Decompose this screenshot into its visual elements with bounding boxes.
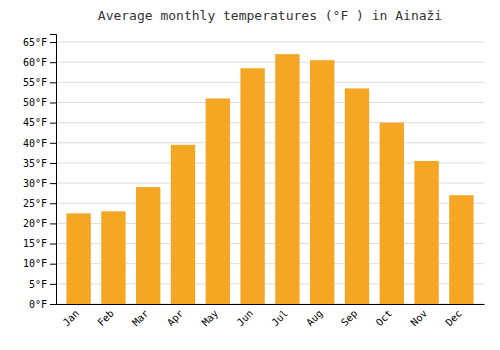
bar <box>206 98 230 304</box>
plot: 0°F 5°F 10°F 15°F 20°F 25°F 30°F 35°F 40°F 45°F 50… <box>23 35 485 329</box>
tick-label: Aug <box>304 308 325 329</box>
tick-label: Sep <box>339 308 360 329</box>
tick: Jun <box>235 308 256 329</box>
tick: Aug <box>304 308 325 329</box>
bar <box>136 187 160 304</box>
bars <box>66 54 473 304</box>
bar <box>345 88 369 304</box>
tick-label: Mar <box>130 308 151 329</box>
tick-label: 60°F <box>23 57 47 68</box>
chart: 0°F 5°F 10°F 15°F 20°F 25°F 30°F 35°F 40°F 45°F 50… <box>0 0 500 350</box>
grid-line <box>56 42 484 43</box>
tick: 30°F <box>23 178 56 189</box>
grid-line <box>56 62 484 63</box>
tick-label: Nov <box>409 308 430 329</box>
tick: 25°F <box>23 198 56 209</box>
axis-line <box>50 35 57 305</box>
tick: Jan <box>61 308 82 329</box>
tick-label: Apr <box>165 308 186 329</box>
bar <box>66 213 90 304</box>
tick-mark <box>50 284 56 285</box>
tick-label: 10°F <box>23 258 47 269</box>
tick: 50°F <box>23 97 56 108</box>
tick: Apr <box>165 308 186 329</box>
tick-mark <box>50 223 56 224</box>
tick-label: Jan <box>61 308 82 329</box>
tick: Feb <box>95 308 116 329</box>
bar <box>310 60 334 304</box>
tick-label: 35°F <box>23 158 47 169</box>
tick-label: Oct <box>374 308 395 329</box>
tick: 65°F <box>23 37 56 48</box>
bar <box>414 161 438 304</box>
tick: Mar <box>130 308 151 329</box>
tick-label: Feb <box>95 308 116 329</box>
tick-mark <box>50 203 56 204</box>
grid-line <box>56 122 484 123</box>
tick-label: 5°F <box>29 279 47 290</box>
tick-mark <box>50 163 56 164</box>
tick: 10°F <box>23 258 56 269</box>
bar <box>171 145 195 304</box>
tick-label: 20°F <box>23 218 47 229</box>
tick-label: 0°F <box>29 299 47 310</box>
tick-mark <box>50 244 56 245</box>
tick: May <box>200 308 221 329</box>
tick-mark <box>50 103 56 104</box>
tick-mark <box>50 183 56 184</box>
bar <box>275 54 299 304</box>
tick-label: 40°F <box>23 138 47 149</box>
tick: 55°F <box>23 77 56 88</box>
tick-label: 45°F <box>23 117 47 128</box>
tick-label: Dec <box>443 308 464 329</box>
tick: 15°F <box>23 238 56 249</box>
tick-label: Jul <box>269 308 290 329</box>
tick: Jul <box>269 308 290 329</box>
tick: Sep <box>339 308 360 329</box>
tick: 0°F <box>29 299 56 310</box>
grid-line <box>56 142 484 143</box>
tick-label: May <box>200 308 221 329</box>
tick-label: 30°F <box>23 178 47 189</box>
tick-label: 15°F <box>23 238 47 249</box>
tick: 60°F <box>23 57 56 68</box>
tick-label: 55°F <box>23 77 47 88</box>
bar <box>101 211 125 304</box>
tick-mark <box>50 82 56 83</box>
tick: 20°F <box>23 218 56 229</box>
title: Average monthly temperatures (°F ) in Ai… <box>98 8 442 23</box>
tick: Oct <box>374 308 395 329</box>
y-axis: 0°F 5°F 10°F 15°F 20°F 25°F 30°F 35°F 40°F 45°F 50… <box>23 35 57 310</box>
tick-mark <box>50 42 56 43</box>
tick: Dec <box>443 308 464 329</box>
axis-line <box>57 304 485 305</box>
tick: 5°F <box>29 279 56 290</box>
tick-mark <box>50 143 56 144</box>
tick-mark <box>50 62 56 63</box>
tick-label: 25°F <box>23 198 47 209</box>
tick: 45°F <box>23 117 56 128</box>
grid-line <box>56 82 484 83</box>
tick-label: 50°F <box>23 97 47 108</box>
bar <box>380 123 404 304</box>
bar <box>240 68 264 304</box>
grid-line <box>56 102 484 103</box>
tick-mark <box>50 123 56 124</box>
x-axis: Jan Feb Mar Apr May Jun Jul Aug Sep Oct Nov Dec <box>57 305 485 329</box>
tick-mark <box>50 264 56 265</box>
tick: 40°F <box>23 138 56 149</box>
tick-mark <box>50 304 56 305</box>
tick: 35°F <box>23 158 56 169</box>
tick: Nov <box>409 308 430 329</box>
tick-label: 65°F <box>23 37 47 48</box>
grid <box>56 42 484 304</box>
tick-label: Jun <box>235 308 256 329</box>
bar <box>449 195 473 304</box>
